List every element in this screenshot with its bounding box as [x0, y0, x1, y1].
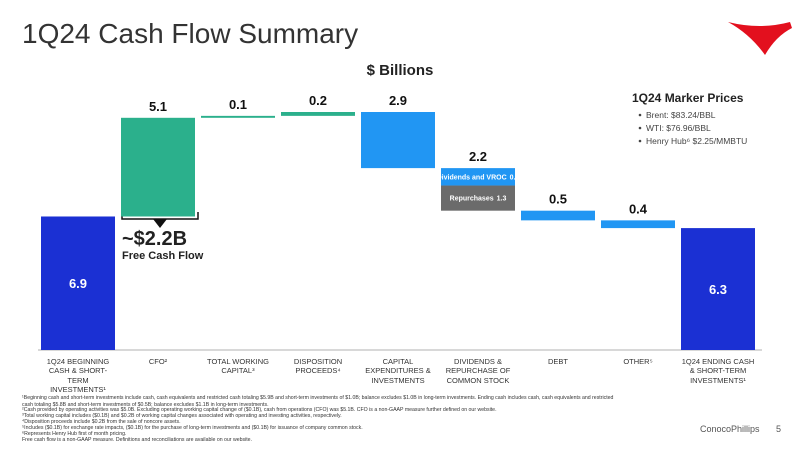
annotation-value: ~$2.2B [122, 228, 188, 250]
footer-company: ConocoPhillips [700, 424, 760, 434]
x-tick-label: 1Q24 BEGINNING CASH & SHORT-TERM INVESTM… [46, 357, 110, 395]
bar [521, 210, 595, 221]
bar [41, 216, 115, 350]
annotation-label: Free Cash Flow [122, 250, 204, 262]
footnote: ³Total working capital includes ($0.1B) … [22, 413, 342, 419]
value-label: 6.9 [69, 276, 87, 291]
footnote: Free cash flow is a non-GAAP measure. De… [22, 437, 253, 443]
x-tick-label: DEBT [547, 357, 568, 366]
bar-segment [441, 185, 515, 211]
x-tick-label: DISPOSITION PROCEEDS⁴ [293, 357, 343, 376]
x-tick-label: CFO² [148, 357, 168, 366]
bar [681, 228, 755, 350]
segment-label: Dividends and VROC 0.9 [437, 174, 520, 181]
x-tick-label: TOTAL WORKING CAPITAL³ [207, 357, 269, 376]
chart-title: $ Billions [366, 62, 434, 79]
marker-item: Brent: $83.24/BBL [646, 110, 716, 120]
value-label: 0.4 [629, 201, 648, 216]
x-tick-label: DIVIDENDS & REPURCHASE OF COMMON STOCK [445, 357, 511, 385]
value-label: 6.3 [709, 282, 727, 297]
marker-item: Henry Hub⁶ $2.25/MMBTU [646, 136, 748, 146]
x-tick-label: 1Q24 ENDING CASH & SHORT-TERM INVESTMENT… [681, 357, 755, 385]
x-tick-label: OTHER⁵ [623, 357, 653, 366]
bar [201, 115, 275, 118]
segment-value: 1.3 [497, 196, 507, 203]
bullet [638, 126, 642, 130]
x-tick-label: CAPITAL EXPENDITURES & INVESTMENTS [365, 357, 431, 385]
bar [361, 112, 435, 169]
bar [281, 112, 355, 116]
footnote: ¹Beginning cash and short-term investmen… [22, 395, 614, 408]
value-label: 2.2 [469, 149, 487, 164]
value-label: 2.9 [389, 93, 407, 108]
bullet [638, 113, 642, 117]
segment-label: Repurchases 1.3 [450, 196, 507, 203]
footnote: ⁵Includes ($0.1B) for exchange rate impa… [22, 425, 363, 431]
value-label: 0.1 [229, 97, 247, 112]
segment-name: Dividends and VROC [437, 174, 507, 181]
segment-value: 0.9 [510, 174, 520, 181]
value-label: 5.1 [149, 99, 167, 114]
marker-title: 1Q24 Marker Prices [632, 91, 744, 105]
slide-title: 1Q24 Cash Flow Summary [22, 18, 359, 49]
footnote: ²Cash provided by operating activities w… [22, 407, 497, 413]
fcf-arrow [153, 219, 167, 228]
value-label: 0.2 [309, 93, 327, 108]
value-label: 0.5 [549, 192, 567, 207]
bar [601, 220, 675, 229]
marker-item: WTI: $76.96/BBL [646, 123, 711, 133]
bar [121, 117, 195, 217]
footnote: ⁶Represents Henry Hub first of month pri… [22, 431, 127, 437]
bar-segment [441, 168, 515, 186]
bullet [638, 139, 642, 143]
page-number: 5 [776, 424, 782, 434]
logo [728, 22, 792, 55]
segment-name: Repurchases [450, 196, 494, 203]
footnote: ⁴Disposition proceeds include $0.2B from… [22, 419, 181, 425]
